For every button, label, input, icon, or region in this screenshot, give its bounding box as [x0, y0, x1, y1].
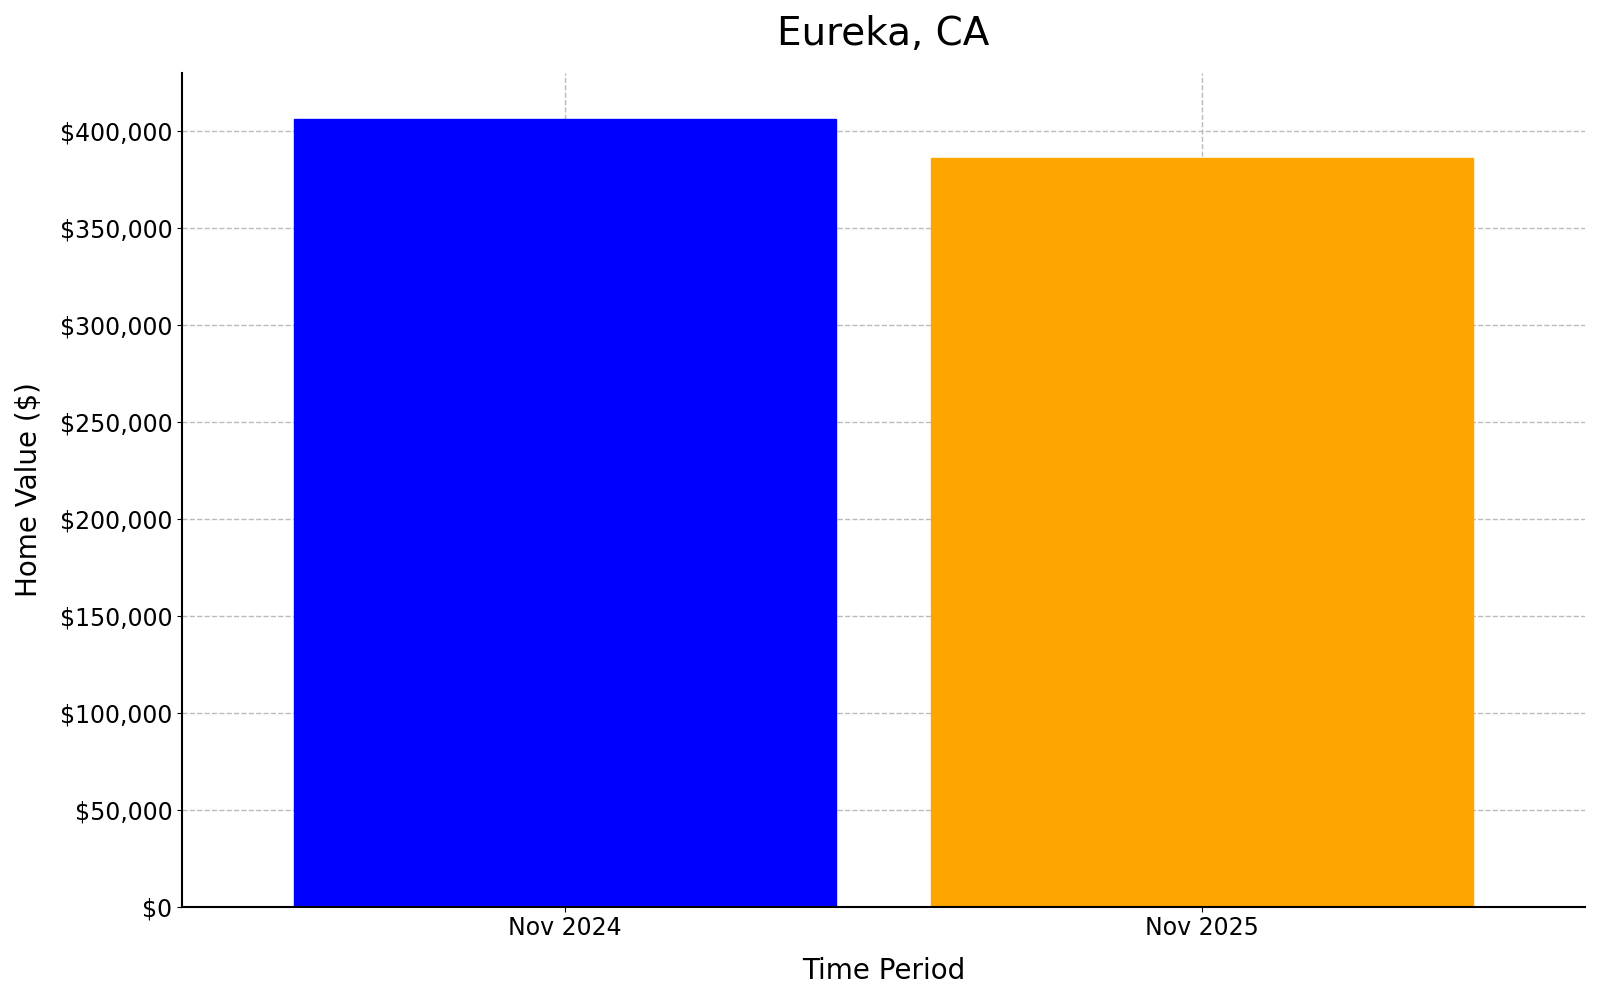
Title: Eureka, CA: Eureka, CA — [778, 15, 990, 53]
Bar — [294, 119, 835, 907]
Bar — [931, 158, 1474, 907]
X-axis label: Time Period: Time Period — [802, 957, 965, 985]
Y-axis label: Home Value ($): Home Value ($) — [14, 382, 43, 597]
